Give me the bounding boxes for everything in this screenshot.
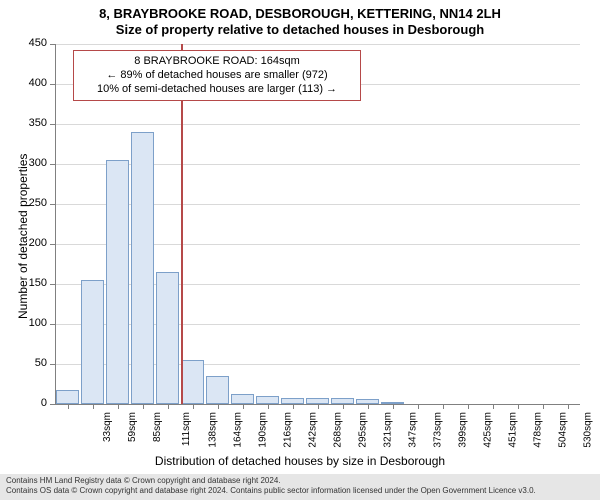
- chart-title-line1: 8, BRAYBROOKE ROAD, DESBOROUGH, KETTERIN…: [0, 6, 600, 21]
- bar: [156, 272, 180, 404]
- x-tick-label: 216sqm: [282, 412, 293, 448]
- x-tick-label: 268sqm: [332, 412, 343, 448]
- bar: [56, 390, 80, 404]
- footer-line2: Contains OS data © Crown copyright and d…: [6, 486, 600, 496]
- x-tick-label: 373sqm: [432, 412, 443, 448]
- x-tick-label: 425sqm: [482, 412, 493, 448]
- y-tick-label: 450: [0, 37, 47, 49]
- x-tick-label: 347sqm: [407, 412, 418, 448]
- chart-title-line2: Size of property relative to detached ho…: [0, 22, 600, 37]
- y-tick-label: 0: [0, 397, 47, 409]
- bar: [231, 394, 255, 404]
- y-axis-label: Number of detached properties: [16, 154, 30, 319]
- bar: [181, 360, 205, 404]
- x-tick-label: 138sqm: [207, 412, 218, 448]
- footer: Contains HM Land Registry data © Crown c…: [0, 474, 600, 500]
- x-tick-label: 164sqm: [232, 412, 243, 448]
- y-tick-label: 400: [0, 77, 47, 89]
- bar: [256, 396, 280, 404]
- bar: [131, 132, 155, 404]
- annotation-box: 8 BRAYBROOKE ROAD: 164sqm← 89% of detach…: [73, 50, 361, 101]
- footer-line1: Contains HM Land Registry data © Crown c…: [6, 476, 600, 486]
- x-tick-label: 530sqm: [582, 412, 593, 448]
- x-tick-label: 504sqm: [557, 412, 568, 448]
- y-axis-line: [55, 44, 56, 404]
- x-tick-label: 399sqm: [457, 412, 468, 448]
- x-axis-label: Distribution of detached houses by size …: [0, 454, 600, 468]
- x-axis-line: [55, 404, 580, 405]
- bar: [206, 376, 230, 404]
- x-tick-label: 478sqm: [532, 412, 543, 448]
- bar: [81, 280, 105, 404]
- y-tick-label: 350: [0, 117, 47, 129]
- x-tick-label: 85sqm: [152, 412, 163, 442]
- annotation-line: 10% of semi-detached houses are larger (…: [78, 83, 356, 97]
- x-tick-label: 33sqm: [102, 412, 113, 442]
- x-tick-label: 111sqm: [181, 412, 192, 446]
- x-tick-label: 242sqm: [307, 412, 318, 448]
- grid-line: [55, 124, 580, 125]
- annotation-line: ← 89% of detached houses are smaller (97…: [78, 69, 356, 83]
- x-tick-label: 451sqm: [507, 412, 518, 448]
- x-tick-label: 295sqm: [357, 412, 368, 448]
- x-tick-label: 321sqm: [382, 412, 393, 448]
- x-tick-label: 59sqm: [127, 412, 138, 442]
- annotation-line: 8 BRAYBROOKE ROAD: 164sqm: [78, 55, 356, 69]
- bar: [106, 160, 130, 404]
- x-tick-label: 190sqm: [257, 412, 268, 448]
- grid-line: [55, 44, 580, 45]
- y-tick-label: 50: [0, 357, 47, 369]
